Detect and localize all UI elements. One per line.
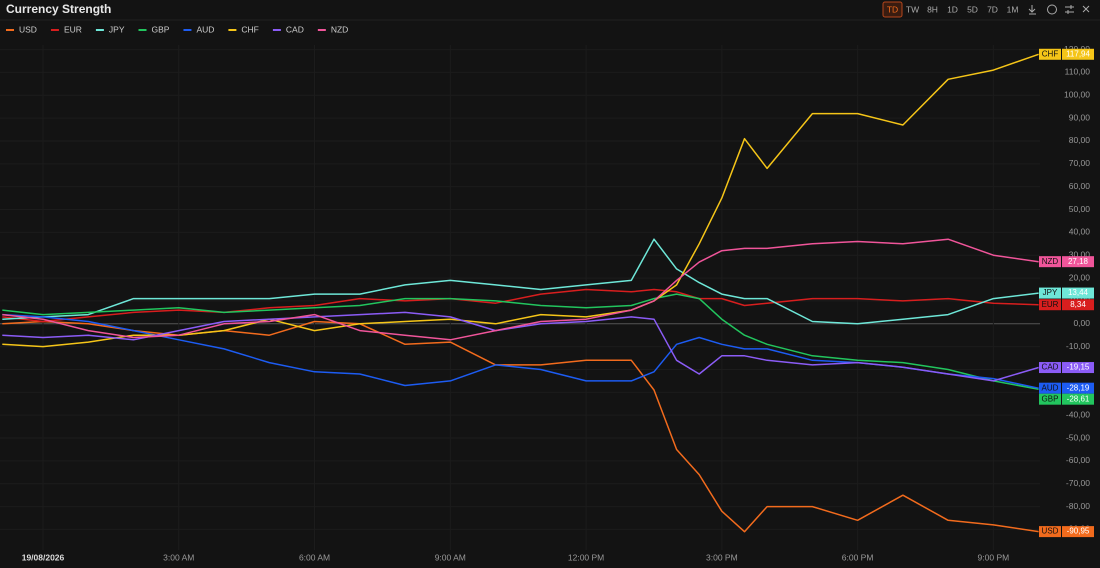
toolbar-button[interactable]: TW xyxy=(906,4,919,14)
close-icon[interactable] xyxy=(1082,5,1090,13)
badge-name-bg xyxy=(1039,48,1061,60)
x-tick-label: 6:00 PM xyxy=(842,552,874,562)
legend-label: GBP xyxy=(152,24,170,34)
y-tick-label: 60,00 xyxy=(1069,181,1091,191)
y-tick-label: 110,00 xyxy=(1065,67,1091,77)
last-value-badge: GBP -28,61 xyxy=(1039,393,1094,405)
badge-name-bg xyxy=(1039,299,1061,311)
x-tick-label: 9:00 AM xyxy=(435,552,466,562)
toolbar-icons[interactable] xyxy=(1028,4,1090,15)
badge-value-bg xyxy=(1062,526,1094,538)
legend-label: AUD xyxy=(196,24,214,34)
badge-name-bg xyxy=(1039,362,1061,374)
badge-name-bg xyxy=(1039,256,1061,268)
chart-title: Currency Strength xyxy=(6,2,111,16)
x-tick-label: 3:00 PM xyxy=(706,552,738,562)
download-icon[interactable] xyxy=(1028,5,1036,15)
x-tick-label: 19/08/2026 xyxy=(22,552,65,562)
badge-value: 117,94 xyxy=(1066,49,1090,58)
badge-value: -90,95 xyxy=(1067,527,1090,536)
series-line xyxy=(2,288,1039,323)
last-value-badge: USD -90,95 xyxy=(1039,526,1094,538)
y-tick-label: -70,00 xyxy=(1066,478,1090,488)
x-tick-label: 3:00 AM xyxy=(163,552,194,562)
badge-name: AUD xyxy=(1042,383,1059,392)
toolbar-button[interactable]: 8H xyxy=(927,4,938,14)
toolbar-button[interactable]: 1M xyxy=(1007,4,1019,14)
badge-value: -28,61 xyxy=(1067,394,1090,403)
series-line xyxy=(2,238,1039,341)
badge-name: CHF xyxy=(1042,49,1059,58)
series-line xyxy=(2,53,1039,348)
badge-name: JPY xyxy=(1043,288,1058,297)
badge-name-bg xyxy=(1039,287,1061,299)
badge-name: USD xyxy=(1042,527,1059,536)
legend-label: EUR xyxy=(64,24,82,34)
last-value-badge: NZD 27,18 xyxy=(1039,256,1094,268)
y-tick-label: 50,00 xyxy=(1069,204,1091,214)
badge-value: 27,18 xyxy=(1068,257,1089,266)
toolbar-active-bg xyxy=(882,1,903,18)
badge-name-bg xyxy=(1039,393,1061,405)
badge-value-bg xyxy=(1062,287,1094,299)
badge-value: -19,15 xyxy=(1067,363,1090,372)
y-tick-label: 30,00 xyxy=(1069,249,1091,259)
badge-value-bg xyxy=(1062,393,1094,405)
y-tick-label: -10,00 xyxy=(1066,341,1090,351)
badge-name: EUR xyxy=(1042,300,1059,309)
y-tick-label: -80,00 xyxy=(1066,501,1090,511)
y-tick-label: -60,00 xyxy=(1066,455,1090,465)
y-tick-label: 20,00 xyxy=(1069,272,1091,282)
y-tick-label: 100,00 xyxy=(1064,90,1090,100)
badge-value-bg xyxy=(1062,299,1094,311)
legend-label: CAD xyxy=(286,24,304,34)
badge-name: CAD xyxy=(1042,363,1059,372)
legend-label: JPY xyxy=(109,24,125,34)
series-line xyxy=(2,293,1039,390)
settings-icon[interactable] xyxy=(1065,5,1074,14)
x-tick-label: 9:00 PM xyxy=(978,552,1010,562)
toolbar-button[interactable]: 5D xyxy=(967,4,978,14)
badge-value-bg xyxy=(1062,362,1094,374)
toolbar-button[interactable]: 7D xyxy=(987,4,998,14)
y-tick-label: 90,00 xyxy=(1069,112,1091,122)
help-icon[interactable] xyxy=(1047,4,1057,15)
last-value-badge: AUD -28,19 xyxy=(1039,382,1094,394)
series-line xyxy=(2,311,1039,382)
y-tick-label: 80,00 xyxy=(1069,135,1091,145)
badge-name: NZD xyxy=(1042,257,1059,266)
badge-name: GBP xyxy=(1042,394,1059,403)
last-value-badge: CHF 117,94 xyxy=(1039,48,1094,60)
badge-name-bg xyxy=(1039,526,1061,538)
badge-value-bg xyxy=(1062,256,1094,268)
legend-label: CHF xyxy=(241,24,258,34)
y-tick-label: -40,00 xyxy=(1066,409,1090,419)
badge-value: 8,34 xyxy=(1070,300,1086,309)
series-line xyxy=(2,238,1039,325)
badge-name-bg xyxy=(1039,382,1061,394)
y-tick-label: -50,00 xyxy=(1066,432,1090,442)
legend-label: NZD xyxy=(331,24,348,34)
legend-label: USD xyxy=(19,24,37,34)
badge-value-bg xyxy=(1062,382,1094,394)
y-tick-label: 0,00 xyxy=(1073,318,1090,328)
x-tick-label: 6:00 AM xyxy=(299,552,330,562)
series-line xyxy=(2,313,1039,389)
last-value-badge: JPY 13,44 xyxy=(1039,287,1094,299)
badge-value-bg xyxy=(1062,48,1094,60)
x-tick-label: 12:00 PM xyxy=(568,552,604,562)
badge-value: -28,19 xyxy=(1067,383,1090,392)
y-tick-label: 70,00 xyxy=(1069,158,1091,168)
toolbar-button[interactable]: TD xyxy=(887,4,898,14)
badge-value: 13,44 xyxy=(1068,288,1089,297)
last-value-badge: EUR 8,34 xyxy=(1039,299,1094,311)
toolbar-button[interactable]: 1D xyxy=(947,4,958,14)
y-tick-label: 40,00 xyxy=(1069,227,1091,237)
last-value-badge: CAD -19,15 xyxy=(1039,362,1094,374)
